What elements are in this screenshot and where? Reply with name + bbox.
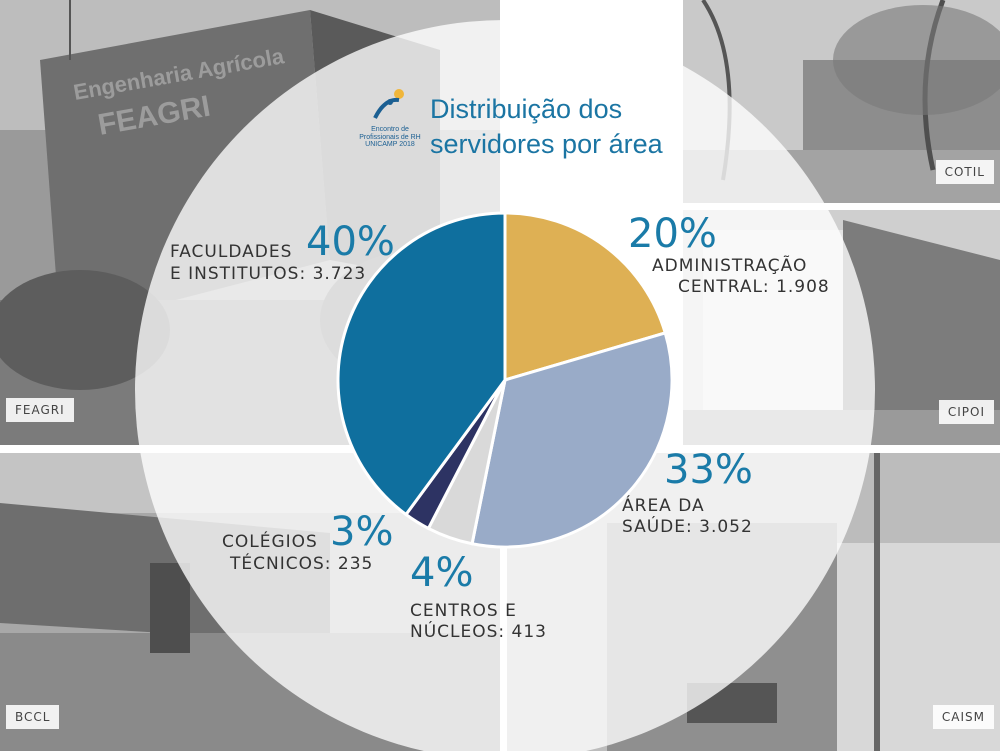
label-colegios-line1: COLÉGIOS <box>222 532 318 552</box>
photo-label-caism: CAISM <box>932 705 994 729</box>
label-faculdades-line1: FACULDADES <box>170 242 293 262</box>
label-centros-line1: CENTROS E <box>410 601 517 621</box>
pie-slice-faculdades <box>336 211 507 517</box>
slice-label-administracao: 20% ADMINISTRAÇÃO CENTRAL: 1.908 <box>628 214 830 299</box>
pie-slice-administracao <box>503 211 668 383</box>
label-centros-line2: NÚCLEOS: 413 <box>410 622 547 643</box>
logo-figure-icon <box>373 89 404 119</box>
pct-saude: 33% <box>664 447 753 493</box>
logo-line3: UNICAMP 2018 <box>365 141 415 149</box>
label-administracao-line2: CENTRAL: 1.908 <box>678 277 830 298</box>
pct-faculdades: 40% <box>306 219 395 265</box>
pct-colegios: 3% <box>330 509 394 555</box>
slice-label-saude: 33% ÁREA DA SAÚDE: 3.052 <box>622 450 753 539</box>
label-colegios-line2: TÉCNICOS: 235 <box>230 554 374 574</box>
chart-title: Distribuição dos servidores por área <box>430 92 663 162</box>
pct-centros: 4% <box>410 550 474 596</box>
slice-label-centros: 4% CENTROS E NÚCLEOS: 413 <box>410 553 547 644</box>
photo-label-feagri: FEAGRI <box>6 398 74 422</box>
event-logo: Encontro de Profissionais de RH UNICAMP … <box>355 88 425 149</box>
photo-label-cotil: COTIL <box>935 160 994 184</box>
label-saude-line2: SAÚDE: 3.052 <box>622 517 753 538</box>
pie-slice-saude <box>470 331 674 549</box>
logo-line1: Encontro de <box>371 126 409 133</box>
title-line1: Distribuição dos <box>430 94 623 124</box>
photo-label-cipoi: CIPOI <box>938 400 994 424</box>
label-administracao-line1: ADMINISTRAÇÃO <box>652 256 808 276</box>
pct-administracao: 20% <box>628 211 717 257</box>
label-faculdades-line2: E INSTITUTOS: 3.723 <box>170 264 367 284</box>
photo-cotil: COTIL <box>683 0 1000 203</box>
label-saude-line1: ÁREA DA <box>622 496 705 516</box>
title-line2: servidores por área <box>430 129 663 160</box>
logo-line2: Profissionais de RH <box>359 133 421 141</box>
photo-label-bccl: BCCL <box>6 705 60 729</box>
